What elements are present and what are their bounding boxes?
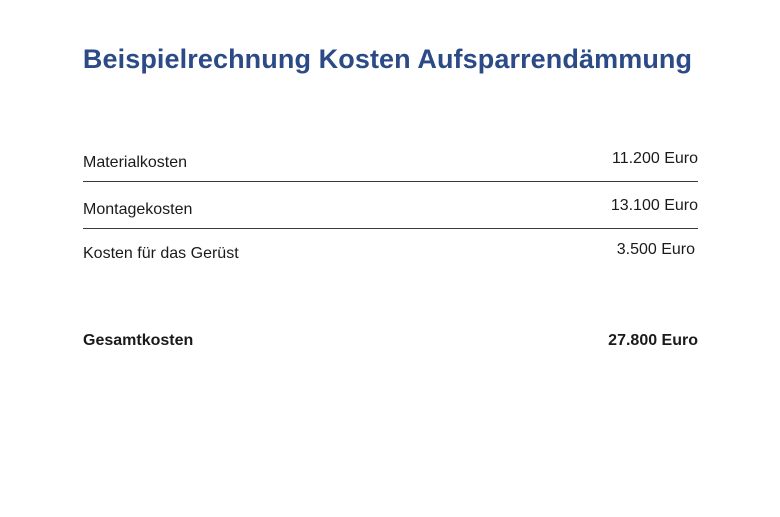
total-label: Gesamtkosten [83,332,194,349]
cost-row-assembly: Montagekosten 13.100 Euro [83,193,698,218]
cost-row-scaffold: Kosten für das Gerüst 3.500 Euro [83,237,698,262]
cost-row-material: Materialkosten 11.200 Euro [83,146,698,171]
total-row: Gesamtkosten 27.800 Euro [83,326,698,350]
page-title: Beispielrechnung Kosten Aufsparrendämmun… [82,44,693,74]
total-value: 27.800 Euro [608,332,698,349]
cost-value: 3.500 Euro [616,241,695,258]
cost-label: Kosten für das Gerüst [83,245,239,262]
cost-value: 11.200 Euro [612,150,698,167]
cost-value: 13.100 Euro [610,197,698,214]
cost-label: Materialkosten [83,154,188,171]
row-divider [83,181,698,182]
row-divider [83,228,698,229]
cost-label: Montagekosten [83,201,193,218]
